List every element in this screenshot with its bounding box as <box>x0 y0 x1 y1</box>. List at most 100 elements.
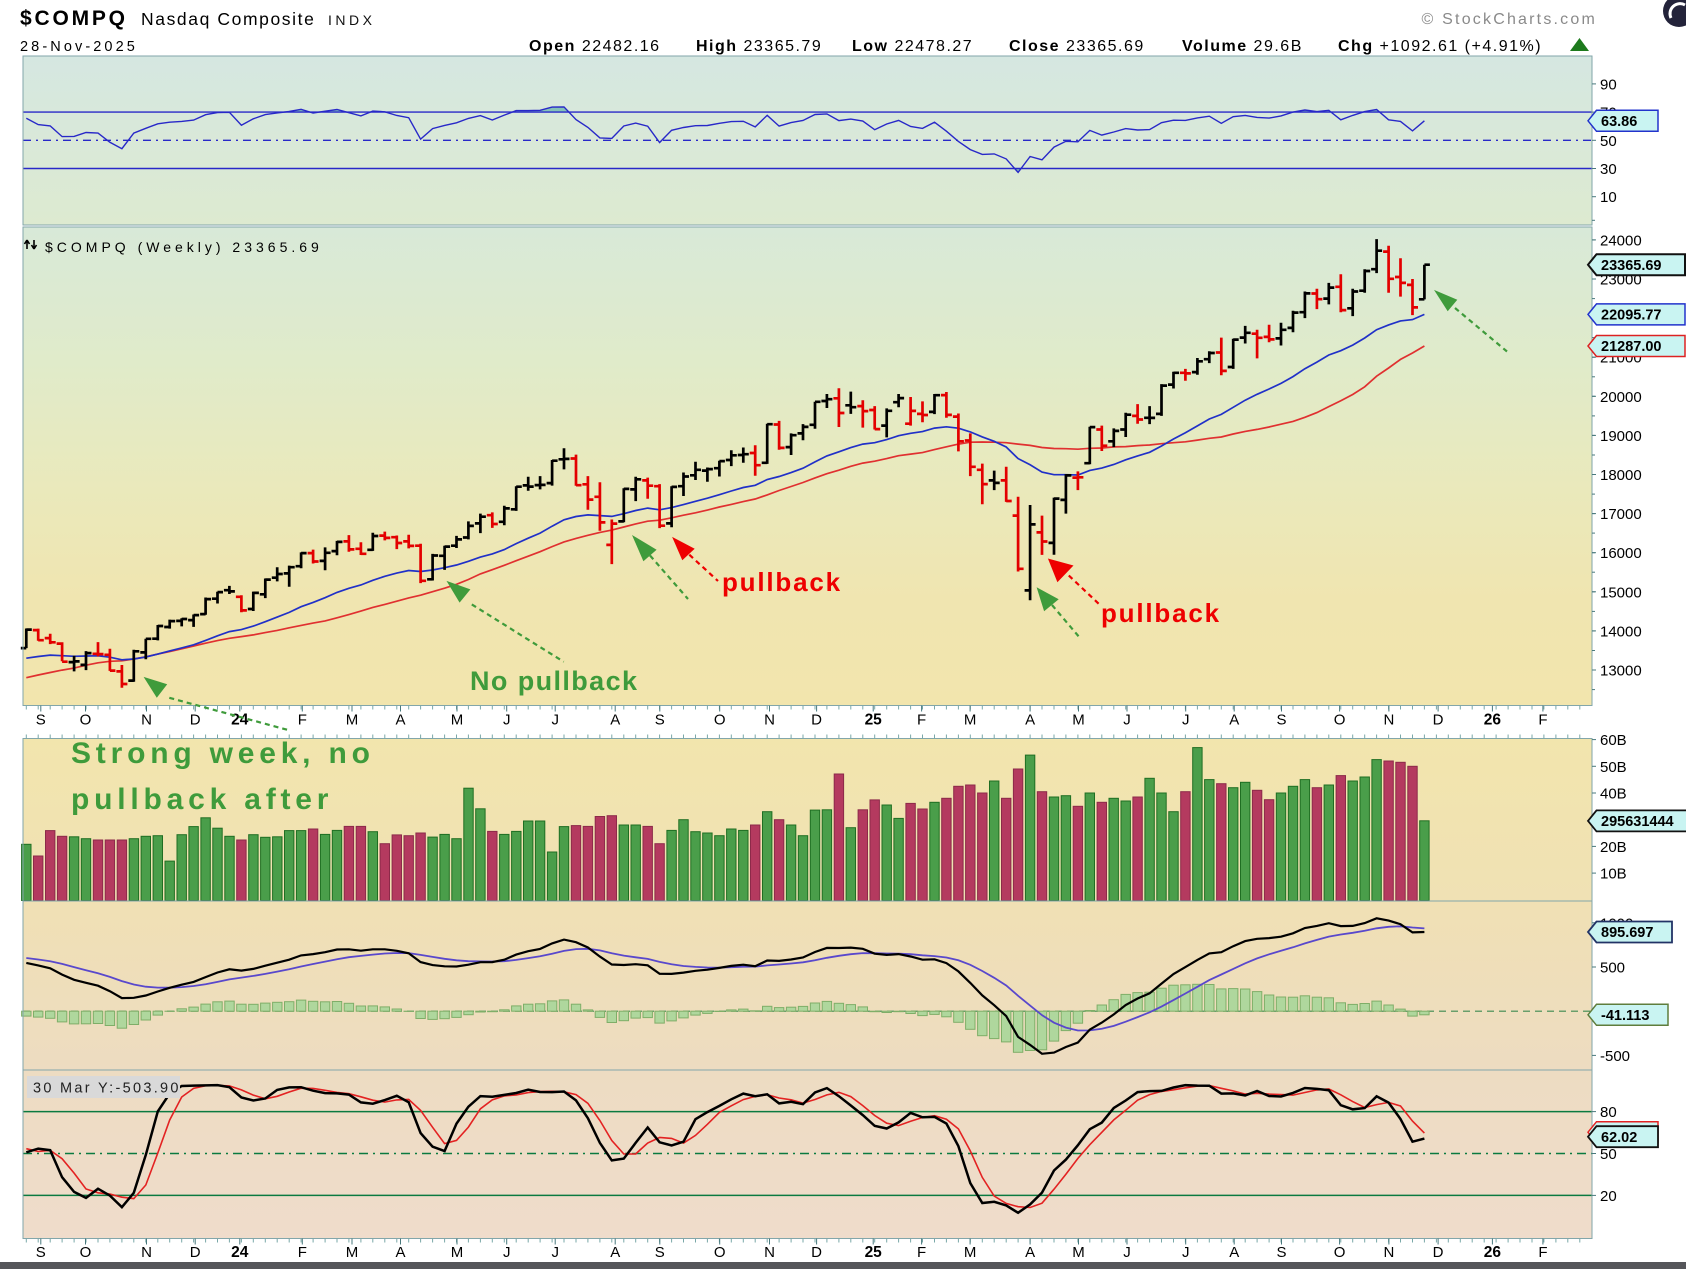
svg-text:90: 90 <box>1600 76 1617 93</box>
svg-text:D: D <box>1433 1244 1444 1261</box>
svg-text:19000: 19000 <box>1600 428 1642 445</box>
svg-text:© StockCharts.com: © StockCharts.com <box>1422 11 1597 28</box>
svg-text:D: D <box>190 1244 201 1261</box>
svg-text:M: M <box>1072 712 1085 729</box>
svg-text:500: 500 <box>1600 960 1625 977</box>
svg-text:pullback: pullback <box>722 567 842 597</box>
svg-text:F: F <box>917 1244 926 1261</box>
svg-text:N: N <box>141 712 152 729</box>
svg-text:Volume 29.6B: Volume 29.6B <box>1182 38 1303 55</box>
svg-text:10: 10 <box>1600 189 1617 206</box>
svg-text:23365.69: 23365.69 <box>1601 258 1661 274</box>
svg-text:Low 22478.27: Low 22478.27 <box>852 38 973 55</box>
svg-text:20: 20 <box>1600 1188 1617 1205</box>
svg-text:20000: 20000 <box>1600 389 1642 406</box>
svg-text:O: O <box>714 1244 726 1261</box>
svg-text:24000: 24000 <box>1600 232 1642 249</box>
svg-text:30 Mar Y:-503.90: 30 Mar Y:-503.90 <box>33 1081 181 1097</box>
svg-text:S: S <box>655 1244 665 1261</box>
svg-text:50: 50 <box>1600 133 1617 150</box>
svg-text:A: A <box>1025 712 1035 729</box>
svg-text:M: M <box>346 712 359 729</box>
svg-text:22095.77: 22095.77 <box>1601 308 1661 324</box>
svg-text:D: D <box>811 1244 822 1261</box>
svg-text:21287.00: 21287.00 <box>1601 339 1661 355</box>
svg-text:30: 30 <box>1600 161 1617 178</box>
svg-text:N: N <box>764 1244 775 1261</box>
svg-text:J: J <box>1123 712 1131 729</box>
svg-text:$COMPQ: $COMPQ <box>20 7 128 30</box>
svg-text:O: O <box>80 1244 92 1261</box>
svg-text:pullback after: pullback after <box>71 783 333 816</box>
svg-text:A: A <box>1229 712 1239 729</box>
svg-text:18000: 18000 <box>1600 467 1642 484</box>
svg-text:F: F <box>298 1244 307 1261</box>
svg-text:$COMPQ (Weekly) 23365.69: $COMPQ (Weekly) 23365.69 <box>45 239 323 255</box>
svg-text:A: A <box>395 1244 405 1261</box>
svg-text:17000: 17000 <box>1600 506 1642 523</box>
svg-text:F: F <box>298 712 307 729</box>
svg-text:24: 24 <box>231 1244 249 1261</box>
svg-text:63.86: 63.86 <box>1601 114 1637 130</box>
svg-text:S: S <box>36 712 46 729</box>
svg-text:S: S <box>1276 1244 1286 1261</box>
svg-text:26: 26 <box>1484 712 1502 729</box>
svg-text:J: J <box>1182 712 1190 729</box>
svg-text:24: 24 <box>231 712 249 729</box>
svg-text:20B: 20B <box>1600 839 1627 856</box>
svg-text:M: M <box>964 1244 977 1261</box>
svg-text:J: J <box>503 1244 511 1261</box>
svg-text:INDX: INDX <box>328 12 375 28</box>
svg-text:A: A <box>610 1244 620 1261</box>
svg-text:M: M <box>964 712 977 729</box>
svg-text:D: D <box>190 712 201 729</box>
svg-text:25: 25 <box>865 712 883 729</box>
svg-text:Nasdaq Composite: Nasdaq Composite <box>141 9 315 29</box>
svg-text:A: A <box>1229 1244 1239 1261</box>
svg-text:S: S <box>1276 712 1286 729</box>
svg-text:O: O <box>1334 712 1346 729</box>
svg-text:N: N <box>1383 712 1394 729</box>
svg-text:M: M <box>451 712 464 729</box>
svg-text:J: J <box>551 712 559 729</box>
svg-text:295631444: 295631444 <box>1601 814 1674 830</box>
svg-text:J: J <box>551 1244 559 1261</box>
svg-text:M: M <box>451 1244 464 1261</box>
svg-text:O: O <box>714 712 726 729</box>
svg-text:80: 80 <box>1600 1104 1617 1121</box>
svg-text:S: S <box>36 1244 46 1261</box>
svg-text:O: O <box>80 712 92 729</box>
svg-text:-500: -500 <box>1600 1048 1630 1065</box>
svg-text:26: 26 <box>1484 1244 1502 1261</box>
svg-text:A: A <box>610 712 620 729</box>
svg-text:Strong week, no: Strong week, no <box>71 737 375 770</box>
svg-text:S: S <box>655 712 665 729</box>
svg-text:40B: 40B <box>1600 786 1627 803</box>
svg-text:High 23365.79: High 23365.79 <box>696 38 822 55</box>
svg-text:No pullback: No pullback <box>470 666 638 696</box>
svg-text:15000: 15000 <box>1600 584 1642 601</box>
svg-text:D: D <box>811 712 822 729</box>
svg-text:N: N <box>764 712 775 729</box>
svg-text:N: N <box>141 1244 152 1261</box>
svg-text:60B: 60B <box>1600 732 1627 749</box>
svg-text:10B: 10B <box>1600 866 1627 883</box>
svg-text:14000: 14000 <box>1600 623 1642 640</box>
svg-text:50B: 50B <box>1600 759 1627 776</box>
svg-text:A: A <box>395 712 405 729</box>
svg-text:28-Nov-2025: 28-Nov-2025 <box>20 39 138 55</box>
svg-text:-41.113: -41.113 <box>1601 1008 1649 1024</box>
svg-text:N: N <box>1383 1244 1394 1261</box>
svg-text:J: J <box>1123 1244 1131 1261</box>
svg-text:J: J <box>503 712 511 729</box>
svg-text:F: F <box>1538 1244 1547 1261</box>
svg-text:25: 25 <box>865 1244 883 1261</box>
svg-text:13000: 13000 <box>1600 663 1642 680</box>
svg-text:F: F <box>1538 712 1547 729</box>
svg-text:D: D <box>1433 712 1444 729</box>
svg-text:M: M <box>1072 1244 1085 1261</box>
svg-text:16000: 16000 <box>1600 545 1642 562</box>
svg-text:62.02: 62.02 <box>1601 1130 1637 1146</box>
svg-text:895.697: 895.697 <box>1601 925 1653 941</box>
svg-text:J: J <box>1182 1244 1190 1261</box>
